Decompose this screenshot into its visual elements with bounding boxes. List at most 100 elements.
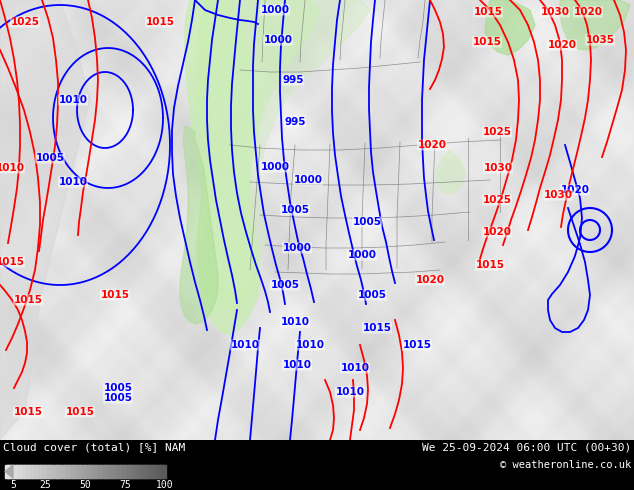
Bar bbox=[122, 465, 123, 478]
Text: 1005: 1005 bbox=[358, 290, 387, 300]
Bar bbox=[142, 465, 143, 478]
Bar bbox=[98, 465, 99, 478]
Bar bbox=[43, 465, 45, 478]
Bar bbox=[26, 465, 27, 478]
Bar bbox=[27, 465, 28, 478]
Text: 1020: 1020 bbox=[574, 7, 602, 17]
Bar bbox=[158, 465, 159, 478]
Bar bbox=[34, 465, 35, 478]
Text: 1015: 1015 bbox=[472, 37, 501, 47]
Bar bbox=[47, 465, 48, 478]
Bar bbox=[22, 465, 23, 478]
Bar bbox=[56, 465, 58, 478]
Bar bbox=[30, 465, 31, 478]
Bar bbox=[16, 465, 18, 478]
Text: 1030: 1030 bbox=[484, 163, 512, 173]
Bar bbox=[32, 465, 34, 478]
Bar bbox=[50, 465, 51, 478]
Bar bbox=[159, 465, 160, 478]
Polygon shape bbox=[180, 126, 218, 324]
Text: 1010: 1010 bbox=[280, 317, 309, 327]
Bar bbox=[150, 465, 151, 478]
Bar bbox=[155, 465, 157, 478]
Bar bbox=[25, 465, 26, 478]
Bar bbox=[27, 465, 29, 478]
Bar bbox=[13, 465, 15, 478]
Bar bbox=[102, 465, 103, 478]
Bar bbox=[162, 465, 164, 478]
Text: 1015: 1015 bbox=[474, 7, 503, 17]
Bar bbox=[17, 465, 18, 478]
Bar bbox=[84, 465, 86, 478]
Polygon shape bbox=[485, 0, 535, 55]
Bar bbox=[8, 465, 10, 478]
Bar bbox=[41, 465, 42, 478]
Bar bbox=[48, 465, 49, 478]
Bar bbox=[138, 465, 139, 478]
Bar bbox=[20, 465, 22, 478]
Bar bbox=[29, 465, 30, 478]
Bar bbox=[161, 465, 162, 478]
Text: We 25-09-2024 06:00 UTC (00+30): We 25-09-2024 06:00 UTC (00+30) bbox=[422, 442, 631, 452]
Bar bbox=[8, 465, 9, 478]
Bar bbox=[121, 465, 122, 478]
Polygon shape bbox=[560, 0, 630, 50]
Bar bbox=[61, 465, 63, 478]
Bar bbox=[70, 465, 71, 478]
Bar bbox=[79, 465, 81, 478]
Text: 1005: 1005 bbox=[280, 205, 309, 215]
Bar bbox=[38, 465, 39, 478]
Text: 1005: 1005 bbox=[103, 393, 133, 403]
Bar bbox=[60, 465, 61, 478]
Bar bbox=[128, 465, 129, 478]
Text: 1010: 1010 bbox=[335, 387, 365, 397]
Bar bbox=[82, 465, 84, 478]
Bar bbox=[77, 465, 79, 478]
Bar bbox=[151, 465, 152, 478]
Bar bbox=[11, 465, 12, 478]
Bar bbox=[73, 465, 74, 478]
Bar bbox=[58, 465, 60, 478]
Bar bbox=[131, 465, 132, 478]
Bar bbox=[78, 465, 79, 478]
Bar bbox=[133, 465, 134, 478]
Bar bbox=[133, 465, 134, 478]
Bar bbox=[97, 465, 98, 478]
Bar bbox=[141, 465, 142, 478]
Bar bbox=[12, 465, 13, 478]
Text: Cloud cover (total) [%] NAM: Cloud cover (total) [%] NAM bbox=[3, 442, 185, 452]
Bar bbox=[24, 465, 25, 478]
Text: 1015: 1015 bbox=[145, 17, 174, 27]
Text: 995: 995 bbox=[282, 75, 304, 85]
Bar bbox=[96, 465, 98, 478]
Bar bbox=[93, 465, 94, 478]
Text: 1005: 1005 bbox=[353, 217, 382, 227]
Text: 1035: 1035 bbox=[586, 35, 614, 45]
Bar bbox=[87, 465, 89, 478]
Bar bbox=[52, 465, 53, 478]
Bar bbox=[136, 465, 137, 478]
Bar bbox=[157, 465, 158, 478]
Text: 1020: 1020 bbox=[548, 40, 576, 50]
Bar bbox=[91, 465, 92, 478]
Text: 1015: 1015 bbox=[476, 260, 505, 270]
Bar bbox=[80, 465, 82, 478]
Bar bbox=[36, 465, 37, 478]
Text: 1015: 1015 bbox=[0, 257, 25, 267]
Bar bbox=[118, 465, 119, 478]
Bar bbox=[156, 465, 157, 478]
Bar bbox=[148, 465, 150, 478]
Text: 1015: 1015 bbox=[13, 295, 42, 305]
Bar bbox=[68, 465, 70, 478]
Bar bbox=[155, 465, 156, 478]
Bar bbox=[54, 465, 55, 478]
Bar bbox=[140, 465, 141, 478]
Bar bbox=[42, 465, 43, 478]
Text: 1010: 1010 bbox=[231, 340, 259, 350]
Bar bbox=[158, 465, 160, 478]
Bar bbox=[105, 465, 107, 478]
Bar bbox=[94, 465, 95, 478]
Text: 25: 25 bbox=[39, 480, 51, 490]
Bar bbox=[9, 465, 10, 478]
Bar bbox=[90, 465, 91, 478]
